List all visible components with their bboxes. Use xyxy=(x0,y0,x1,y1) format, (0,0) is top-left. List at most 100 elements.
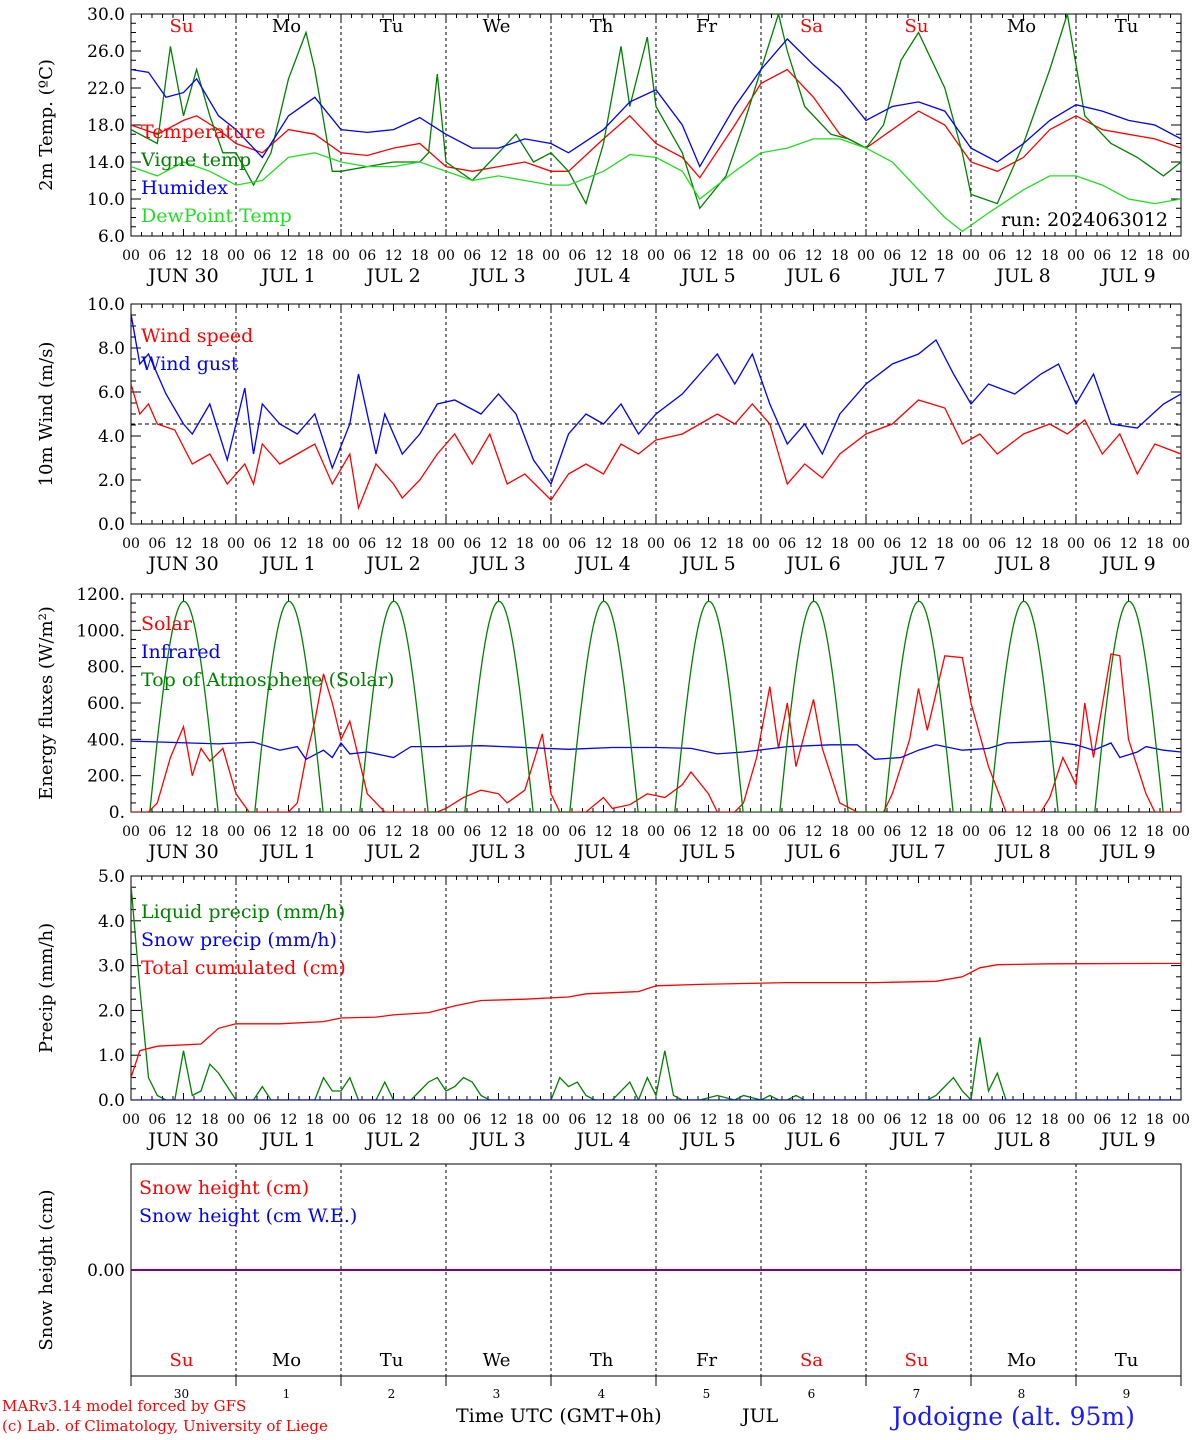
x-hour-label: 12 xyxy=(175,536,193,552)
x-date-label: JUL 5 xyxy=(679,553,735,575)
y-axis-title: 10m Wind (m/s) xyxy=(36,342,57,487)
x-hour-label: 06 xyxy=(148,248,166,264)
weekday-label: Su xyxy=(170,16,194,37)
x-hour-label: 00 xyxy=(1172,248,1190,264)
legend-entry: Wind speed xyxy=(141,325,253,347)
y-tick-label: 6.0 xyxy=(98,227,125,247)
y-tick-label: 200. xyxy=(87,767,125,787)
y-tick-label: 6.0 xyxy=(98,383,125,403)
y-axis-title: 2m Temp. (ºC) xyxy=(36,59,57,191)
x-hour-label: 06 xyxy=(253,248,271,264)
x-hour-label: 12 xyxy=(385,536,403,552)
legend-entry: Vigne temp xyxy=(140,149,251,171)
y-tick-label: 600. xyxy=(87,694,125,714)
x-hour-label: 12 xyxy=(1120,536,1138,552)
x-hour-label: 12 xyxy=(490,1112,508,1128)
x-hour-label: 06 xyxy=(883,248,901,264)
x-date-label: JUL 9 xyxy=(1099,265,1155,287)
x-hour-label: 00 xyxy=(962,536,980,552)
x-hour-label: 18 xyxy=(201,1112,219,1128)
x-date-label: JUL 6 xyxy=(784,553,840,575)
x-hour-label: 06 xyxy=(358,824,376,840)
x-axis-title: Time UTC (GMT+0h) xyxy=(456,1405,662,1427)
x-hour-label: 00 xyxy=(1172,824,1190,840)
legend-entry: Snow precip (mm/h) xyxy=(141,929,337,951)
weekday-label: Mo xyxy=(1007,16,1036,37)
x-hour-label: 06 xyxy=(148,824,166,840)
legend-entry: Snow height (cm W.E.) xyxy=(139,1205,357,1227)
weekday-label-bottom: Mo xyxy=(272,1350,301,1371)
x-hour-label: 00 xyxy=(227,824,245,840)
y-tick-label: 10.0 xyxy=(87,190,125,210)
x-hour-label: 00 xyxy=(122,248,140,264)
x-hour-label: 12 xyxy=(1120,824,1138,840)
x-hour-label: 00 xyxy=(752,536,770,552)
x-date-label: JUL 8 xyxy=(994,553,1050,575)
x-hour-label: 00 xyxy=(122,824,140,840)
x-hour-label: 00 xyxy=(647,824,665,840)
x-hour-label: 06 xyxy=(673,824,691,840)
x-hour-label: 12 xyxy=(1015,1112,1033,1128)
x-date-label: JUL 1 xyxy=(259,265,315,287)
day-number-label: 1 xyxy=(283,1387,291,1400)
x-hour-label: 06 xyxy=(883,1112,901,1128)
x-hour-label: 00 xyxy=(857,248,875,264)
x-hour-label: 12 xyxy=(805,536,823,552)
x-hour-label: 12 xyxy=(490,824,508,840)
series-line-liquid-precip-mm-h- xyxy=(131,884,1181,1100)
x-hour-label: 06 xyxy=(673,1112,691,1128)
x-date-label: JUL 4 xyxy=(574,265,630,287)
day-number-label: 3 xyxy=(493,1387,501,1400)
x-hour-label: 06 xyxy=(778,824,796,840)
x-date-label: JUL 8 xyxy=(994,841,1050,863)
y-tick-label: 22.0 xyxy=(87,79,125,99)
x-hour-label: 06 xyxy=(358,536,376,552)
y-tick-label: 800. xyxy=(87,658,125,678)
x-hour-label: 18 xyxy=(726,824,744,840)
y-tick-label: 18.0 xyxy=(87,116,125,136)
panel-4 xyxy=(130,875,1182,1101)
x-hour-label: 12 xyxy=(805,824,823,840)
x-hour-label: 00 xyxy=(332,824,350,840)
weekday-label: Tu xyxy=(380,16,404,37)
series-line-infrared xyxy=(131,740,1181,761)
weekday-label: Su xyxy=(905,16,929,37)
run-label: run: 2024063012 xyxy=(1001,209,1168,231)
x-hour-label: 12 xyxy=(490,536,508,552)
x-hour-label: 00 xyxy=(227,248,245,264)
x-hour-label: 18 xyxy=(1146,248,1164,264)
x-hour-label: 18 xyxy=(1146,536,1164,552)
legend-entry: Temperature xyxy=(141,121,265,143)
x-hour-label: 00 xyxy=(857,536,875,552)
x-hour-label: 00 xyxy=(1067,536,1085,552)
x-hour-label: 00 xyxy=(122,536,140,552)
x-hour-label: 00 xyxy=(962,248,980,264)
x-hour-label: 06 xyxy=(568,1112,586,1128)
x-hour-label: 00 xyxy=(542,824,560,840)
y-tick-label: 30.0 xyxy=(87,5,125,25)
x-hour-label: 18 xyxy=(201,536,219,552)
legend-entry: Top of Atmosphere (Solar) xyxy=(141,669,394,691)
x-hour-label: 00 xyxy=(542,536,560,552)
y-tick-label: 8.0 xyxy=(98,339,125,359)
x-date-label: JUL 2 xyxy=(364,1129,420,1151)
x-date-label: JUL 2 xyxy=(364,553,420,575)
x-hour-label: 18 xyxy=(516,1112,534,1128)
x-hour-label: 12 xyxy=(280,1112,298,1128)
series-line-top-of-atmosphere-solar- xyxy=(149,600,1164,812)
x-hour-label: 18 xyxy=(936,824,954,840)
x-hour-label: 06 xyxy=(883,536,901,552)
x-date-label: JUL 7 xyxy=(889,265,945,287)
legend-entry: Humidex xyxy=(141,177,228,199)
panel-1 xyxy=(130,13,1182,237)
legend-entry: Liquid precip (mm/h) xyxy=(141,901,345,923)
x-hour-label: 06 xyxy=(778,536,796,552)
x-hour-label: 06 xyxy=(778,248,796,264)
x-hour-label: 00 xyxy=(1172,1112,1190,1128)
x-date-label: JUL 4 xyxy=(574,553,630,575)
x-hour-label: 00 xyxy=(647,1112,665,1128)
x-hour-label: 12 xyxy=(490,248,508,264)
x-hour-label: 12 xyxy=(805,1112,823,1128)
x-date-label: JUL 3 xyxy=(469,841,525,863)
weekday-label-bottom: Sa xyxy=(800,1350,823,1371)
